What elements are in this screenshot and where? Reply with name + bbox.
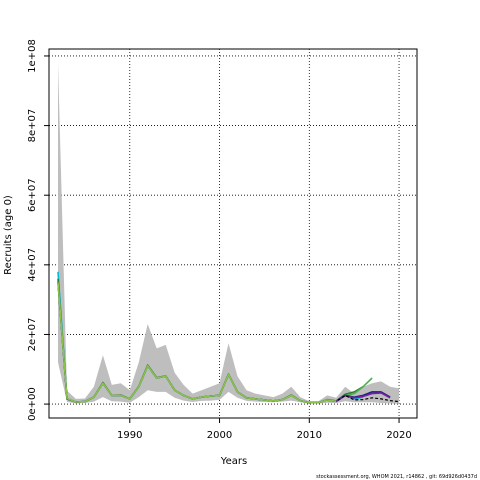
x-tick-label-1: 2000	[207, 430, 232, 441]
plot-frame	[48, 48, 418, 419]
series-line-6	[57, 282, 337, 404]
grid-lines	[49, 49, 417, 418]
y-tick-label-2: 4e+07	[27, 248, 38, 282]
x-tick-label-3: 2020	[386, 430, 411, 441]
series-layer	[57, 271, 400, 404]
x-tick-label-2: 2010	[297, 430, 322, 441]
y-tick-label-5: 1e+08	[27, 39, 38, 73]
axes	[44, 48, 418, 423]
y-tick-label-3: 6e+07	[27, 178, 38, 212]
y-axis-title: Recruits (age 0)	[3, 195, 14, 275]
x-tick-label-0: 1990	[117, 430, 142, 441]
series-line-4	[327, 392, 391, 403]
confidence-band-layer	[58, 62, 399, 404]
y-tick-label-4: 8e+07	[27, 109, 38, 143]
x-axis-title: Years	[220, 456, 247, 467]
y-tick-label-1: 2e+07	[27, 318, 38, 352]
confidence-band	[58, 62, 399, 404]
y-tick-label-0: 0e+00	[27, 387, 38, 421]
tick-labels: 1990 2000 2010 2020 0e+00 2e+07 4e+07 6e+07 8e+0…	[27, 39, 412, 441]
footer-credit: stockassessment.org, WHOM 2021, r14862 ,…	[316, 474, 477, 480]
